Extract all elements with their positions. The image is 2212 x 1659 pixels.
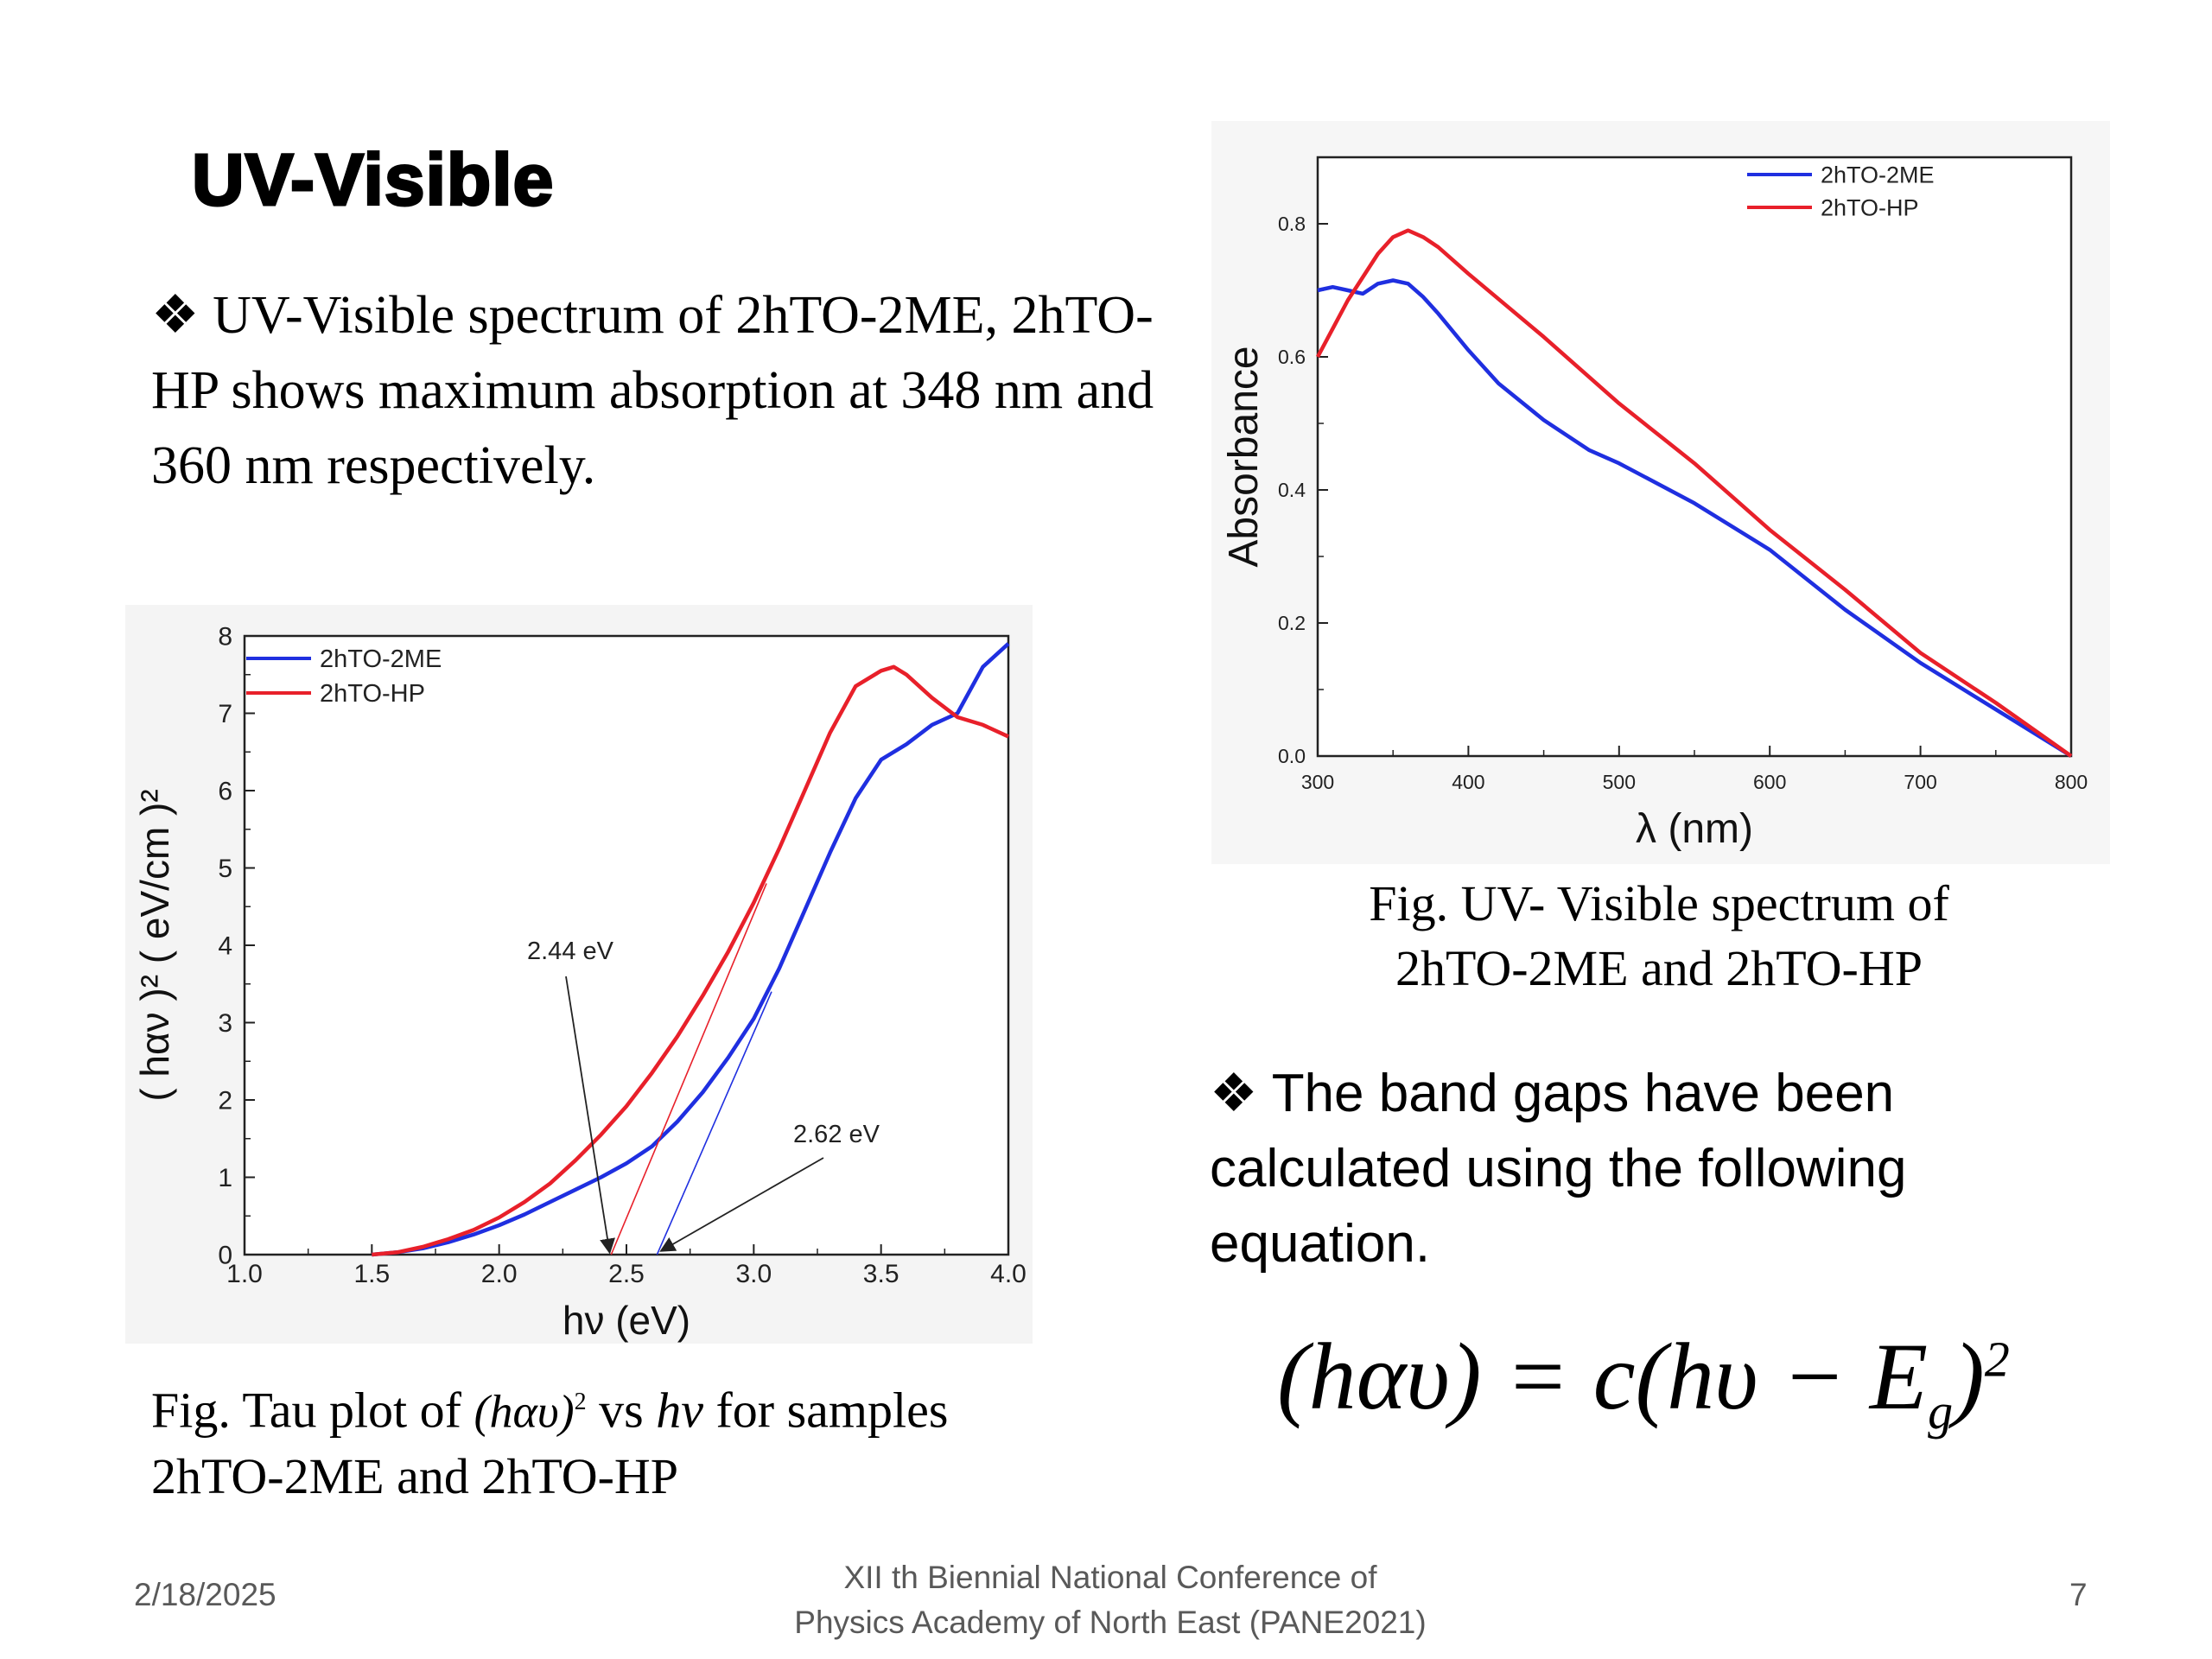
legend-label: 2hTO-2ME [320, 645, 442, 673]
caption-right-line1: Fig. UV- Visible spectrum of [1369, 875, 1949, 931]
band-gap-equation: (hαυ) = c(hυ − Eg)2 [1277, 1322, 2010, 1440]
y-tick-label: 1 [218, 1164, 232, 1192]
uv-vis-absorbance-chart: 300 400 500 600 700 800 0.0 0.2 0.4 0.6 0.8 λ (nm) A… [1221, 156, 2088, 852]
footer-date: 2/18/2025 [134, 1577, 276, 1612]
x-tick-label: 2.5 [608, 1260, 645, 1288]
x-tick-label: 400 [1452, 771, 1484, 793]
x-tick-label: 700 [1904, 771, 1936, 793]
x-tick-label: 1.5 [353, 1260, 390, 1288]
x-tick-label: 2.0 [481, 1260, 518, 1288]
y-axis-label: Absorbance [1221, 346, 1267, 567]
y-tick-label: 6 [218, 778, 232, 806]
caption-left-vs: vs [599, 1382, 644, 1439]
uv-vis-figure-caption: Fig. UV- Visible spectrum of 2hTO-2ME an… [1279, 871, 2039, 1001]
tauc-plot-chart: 1.0 1.5 2.0 2.5 3.0 3.5 4.0 0 1 2 3 4 5 6 7 8 hν (eV) ( h… [132, 623, 1027, 1344]
x-tick-label: 500 [1603, 771, 1636, 793]
annotation-label: 2.62 eV [793, 1121, 880, 1148]
plot-frame [243, 634, 1010, 1256]
caption-right-line2: 2hTO-2ME and 2hTO-HP [1395, 940, 1923, 996]
footer-conference-line2: Physics Academy of North East (PANE2021) [794, 1605, 1427, 1640]
caption-left-pre: Fig. Tau plot of [151, 1382, 461, 1439]
equation-main: (hαυ) = c(hυ − E [1277, 1324, 1929, 1429]
y-tick-label: 0.6 [1278, 346, 1306, 368]
series-line-2hto-2me [1317, 278, 2073, 758]
equation-close: ) [1953, 1324, 1985, 1429]
caption-left-line1: Fig. Tau plot of (hαυ)2 vs hν for sample… [151, 1370, 1188, 1444]
x-tick-label: 800 [2055, 771, 2088, 793]
caption-left-hv: hν [656, 1382, 703, 1439]
x-tick-label: 3.0 [735, 1260, 772, 1288]
uv-visible-description: ❖ UV-Visible spectrum of 2hTO-2ME, 2hTO-… [151, 286, 1154, 495]
y-tick-label: 0 [218, 1242, 232, 1270]
caption-left-sup: 2 [574, 1389, 587, 1415]
tangent-line-2hto-2me [656, 991, 772, 1255]
plot-frame [1316, 156, 2073, 758]
y-tick-label: 2 [218, 1087, 232, 1116]
x-tick-label: 600 [1753, 771, 1786, 793]
y-tick-label: 5 [218, 855, 232, 883]
tauc-figure-caption: Fig. Tau plot of (hαυ)2 vs hν for sample… [151, 1370, 1188, 1510]
y-tick-label: 8 [218, 623, 232, 652]
x-tick-label: 4.0 [990, 1260, 1027, 1288]
equation-sup: 2 [1984, 1331, 2010, 1388]
x-tick-label: 1.0 [226, 1260, 263, 1288]
series-line-2hto-hp [1316, 228, 2073, 758]
y-tick-label: 0.8 [1278, 213, 1306, 235]
tangent-line-2hto-hp [610, 883, 767, 1255]
equation-sub: g [1928, 1383, 1954, 1440]
y-tick-label: 3 [218, 1009, 232, 1038]
y-tick-label: 0.4 [1278, 479, 1306, 501]
annotation-label: 2.44 eV [527, 938, 614, 965]
y-tick-label: 0.0 [1278, 745, 1306, 767]
y-tick-label: 4 [218, 932, 232, 961]
annotation-arrow [659, 1157, 824, 1252]
band-gap-description: ❖ The band gaps have been calculated usi… [1210, 1064, 1907, 1274]
annotation-arrow [565, 976, 615, 1255]
series-line-2hto-hp [372, 664, 1009, 1257]
caption-left-post: for samples [715, 1382, 949, 1439]
x-tick-label: 3.5 [863, 1260, 899, 1288]
y-tick-label: 0.2 [1278, 612, 1306, 634]
footer-conference-line1: XII th Biennial National Conference of [843, 1560, 1377, 1595]
footer-conference: XII th Biennial National Conference of P… [743, 1555, 1478, 1645]
y-tick-label: 7 [218, 700, 232, 728]
y-axis-label: ( hαν )² ( eV/cm )² [132, 789, 177, 1101]
x-tick-label: 300 [1301, 771, 1334, 793]
legend-label: 2hTO-HP [1821, 194, 1919, 220]
caption-left-expr: (hαυ) [474, 1385, 575, 1438]
series-line-2hto-2me [372, 642, 1010, 1257]
slide-title: UV-Visible [190, 138, 555, 222]
footer-page-number: 7 [2069, 1577, 2088, 1612]
legend-label: 2hTO-2ME [1821, 162, 1935, 188]
x-axis-label: hν (eV) [563, 1298, 690, 1343]
legend-label: 2hTO-HP [320, 680, 425, 708]
x-axis-label: λ (nm) [1636, 806, 1753, 852]
caption-left-line2: 2hTO-2ME and 2hTO-HP [151, 1448, 679, 1505]
